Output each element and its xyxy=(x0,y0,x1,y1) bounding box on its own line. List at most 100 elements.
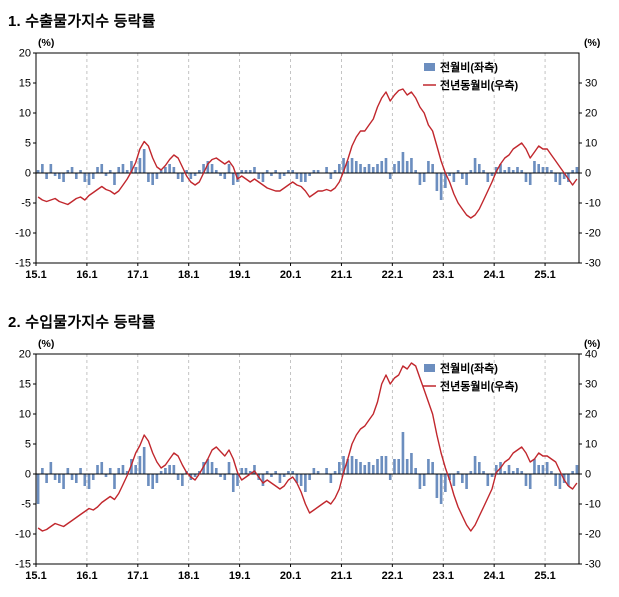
mom-bar xyxy=(550,471,553,474)
mom-bar xyxy=(270,173,273,176)
left-tick-label: 0 xyxy=(25,168,31,180)
mom-bar xyxy=(461,173,464,179)
mom-bar xyxy=(422,474,426,486)
mom-bar xyxy=(41,468,44,474)
mom-bar xyxy=(142,447,146,474)
mom-bar xyxy=(414,170,417,173)
mom-bar xyxy=(342,158,345,173)
mom-bar xyxy=(435,173,439,191)
mom-bar xyxy=(418,173,422,185)
mom-bar xyxy=(87,474,91,489)
mom-bar xyxy=(575,167,579,173)
mom-bar xyxy=(265,170,269,173)
mom-bar xyxy=(244,170,248,173)
x-tick-label: 21.1 xyxy=(331,570,352,582)
mom-bar xyxy=(36,474,40,504)
left-tick-label: 0 xyxy=(25,469,31,481)
mom-bar xyxy=(558,474,562,489)
mom-bar xyxy=(79,170,82,173)
mom-bar xyxy=(299,173,303,182)
mom-bar xyxy=(388,173,392,179)
mom-bar xyxy=(338,164,341,173)
mom-bar xyxy=(83,474,87,486)
mom-bar xyxy=(227,164,231,173)
right-tick-label: 20 xyxy=(585,409,597,421)
mom-bar xyxy=(223,474,227,480)
mom-bar xyxy=(363,167,367,173)
mom-bar xyxy=(528,474,532,489)
mom-bar xyxy=(397,459,401,474)
mom-bar xyxy=(62,474,65,489)
x-tick-label: 18.1 xyxy=(178,269,199,281)
mom-bar xyxy=(125,471,129,474)
mom-bar xyxy=(393,459,396,474)
mom-bar xyxy=(482,471,485,474)
right-tick-label: -30 xyxy=(585,559,601,571)
mom-bar xyxy=(295,474,299,483)
mom-bar xyxy=(304,474,307,492)
mom-bar xyxy=(155,474,159,483)
mom-bar xyxy=(74,173,78,179)
right-tick-label: 0 xyxy=(585,168,591,180)
mom-bar xyxy=(91,173,95,179)
mom-bar xyxy=(422,173,426,182)
mom-bar xyxy=(473,456,477,474)
left-tick-label: -10 xyxy=(15,529,31,541)
right-tick-label: 20 xyxy=(585,108,597,120)
plot-border xyxy=(35,353,580,565)
mom-bar xyxy=(354,459,358,474)
mom-bar xyxy=(571,471,574,474)
mom-bar xyxy=(380,161,384,173)
mom-bar xyxy=(295,173,299,179)
mom-bar xyxy=(473,158,477,173)
right-tick-label: 0 xyxy=(585,469,591,481)
mom-bar xyxy=(427,459,430,474)
right-tick-label: 10 xyxy=(585,439,597,451)
mom-bar xyxy=(350,158,354,173)
mom-bar xyxy=(448,173,451,176)
mom-bar xyxy=(312,468,316,474)
mom-bar xyxy=(193,173,197,176)
mom-bar xyxy=(206,161,210,173)
mom-bar xyxy=(274,170,277,173)
legend-line-label: 전년동월비(우측) xyxy=(440,78,519,92)
mom-bar xyxy=(181,173,184,182)
mom-bar xyxy=(516,167,519,173)
legend-bar-label: 전월비(좌측) xyxy=(440,60,498,74)
mom-bar xyxy=(461,474,464,483)
x-tick-label: 22.1 xyxy=(382,570,403,582)
mom-bar xyxy=(499,164,502,173)
left-axis-unit: (%) xyxy=(38,338,54,350)
mom-bar xyxy=(520,471,524,474)
mom-bar xyxy=(100,164,104,173)
right-tick-label: -10 xyxy=(585,198,601,210)
mom-bar xyxy=(147,173,150,182)
mom-bar xyxy=(367,164,371,173)
mom-bar xyxy=(524,474,528,486)
mom-bar xyxy=(231,173,235,185)
mom-bar xyxy=(210,462,214,474)
right-tick-label: 10 xyxy=(585,138,597,150)
mom-bar xyxy=(253,167,256,173)
mom-bar xyxy=(524,173,528,182)
mom-bar xyxy=(376,164,379,173)
mom-bar xyxy=(397,161,401,173)
x-tick-label: 25.1 xyxy=(534,269,555,281)
x-tick-label: 16.1 xyxy=(76,570,97,582)
mom-bar xyxy=(172,465,176,474)
mom-bar xyxy=(571,170,574,173)
mom-bar xyxy=(325,167,328,173)
mom-bar xyxy=(236,474,239,486)
x-tick-label: 21.1 xyxy=(331,269,352,281)
mom-bar xyxy=(388,474,392,480)
mom-bar xyxy=(477,164,481,173)
mom-bar xyxy=(164,167,167,173)
mom-bar xyxy=(189,173,193,179)
mom-bar xyxy=(83,173,87,182)
mom-bar xyxy=(138,158,142,173)
mom-bar xyxy=(477,462,481,474)
mom-bar xyxy=(554,474,557,486)
mom-bar xyxy=(410,158,413,173)
mom-bar xyxy=(371,167,375,173)
